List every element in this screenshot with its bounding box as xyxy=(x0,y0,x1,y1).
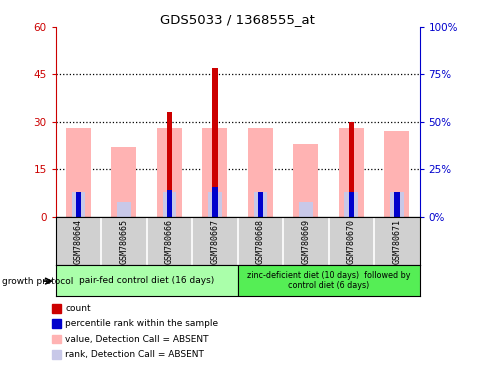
Bar xyxy=(348,192,353,217)
Text: GSM780668: GSM780668 xyxy=(256,219,264,264)
Bar xyxy=(212,187,217,217)
Text: pair-fed control diet (16 days): pair-fed control diet (16 days) xyxy=(79,276,214,285)
Bar xyxy=(293,144,318,217)
Bar xyxy=(247,128,272,217)
Text: GSM780669: GSM780669 xyxy=(301,219,310,264)
Bar xyxy=(66,128,91,217)
Bar xyxy=(348,122,353,217)
Bar xyxy=(117,202,131,217)
Bar xyxy=(298,202,312,217)
Bar xyxy=(166,190,172,217)
Bar xyxy=(237,265,419,296)
Bar xyxy=(166,113,172,217)
Text: GSM780666: GSM780666 xyxy=(165,219,174,264)
Bar xyxy=(253,192,267,217)
Text: rank, Detection Call = ABSENT: rank, Detection Call = ABSENT xyxy=(65,350,204,359)
Bar xyxy=(157,128,182,217)
Bar xyxy=(383,131,408,217)
Text: GSM780670: GSM780670 xyxy=(346,219,355,264)
Text: count: count xyxy=(65,304,91,313)
Bar xyxy=(212,68,217,217)
Bar xyxy=(208,192,221,217)
Bar xyxy=(202,128,227,217)
Text: percentile rank within the sample: percentile rank within the sample xyxy=(65,319,218,328)
Bar xyxy=(389,192,403,217)
Text: GSM780671: GSM780671 xyxy=(392,219,400,264)
Bar xyxy=(344,192,358,217)
Text: growth protocol: growth protocol xyxy=(2,277,74,286)
Bar xyxy=(257,192,262,217)
Text: zinc-deficient diet (10 days)  followed by
control diet (6 days): zinc-deficient diet (10 days) followed b… xyxy=(246,271,409,290)
Bar xyxy=(76,192,81,217)
Bar xyxy=(393,192,399,217)
Bar xyxy=(72,192,85,217)
Bar xyxy=(162,192,176,217)
Bar xyxy=(111,147,136,217)
Text: GSM780664: GSM780664 xyxy=(74,219,83,264)
Text: value, Detection Call = ABSENT: value, Detection Call = ABSENT xyxy=(65,334,209,344)
Bar xyxy=(56,265,237,296)
Title: GDS5033 / 1368555_at: GDS5033 / 1368555_at xyxy=(160,13,315,26)
Bar xyxy=(338,128,363,217)
Text: GSM780667: GSM780667 xyxy=(210,219,219,264)
Text: GSM780665: GSM780665 xyxy=(119,219,128,264)
